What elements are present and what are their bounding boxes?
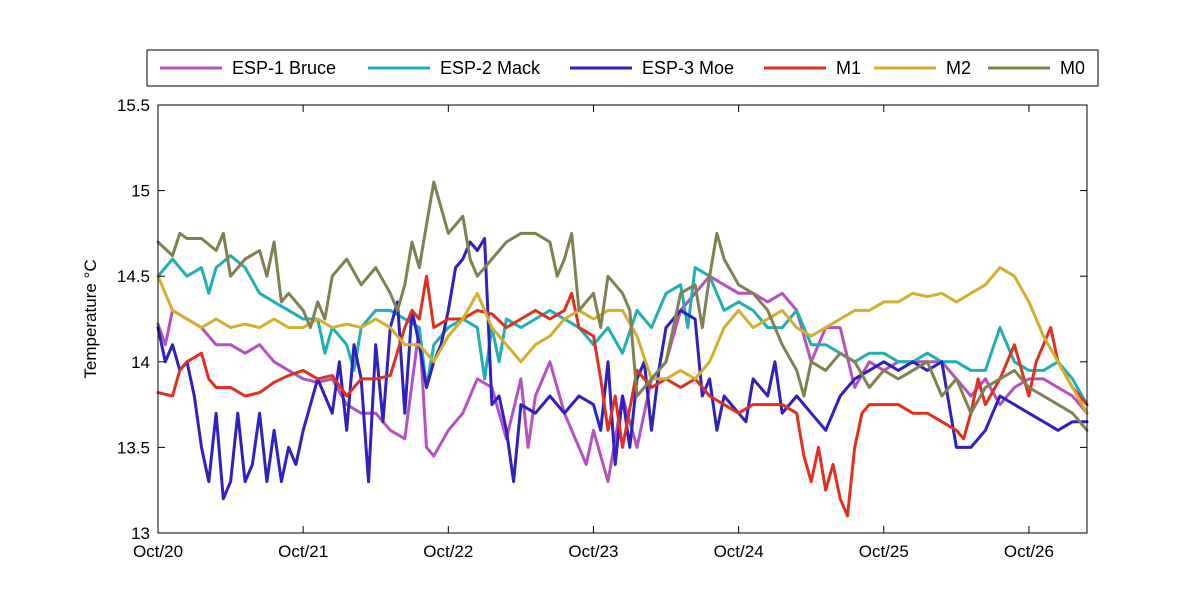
- x-tick-label: Oct/26: [1004, 542, 1054, 561]
- x-tick-label: Oct/24: [714, 542, 764, 561]
- y-axis-label: Temperature °C: [81, 259, 100, 378]
- legend-label: ESP-2 Mack: [440, 58, 541, 78]
- x-tick-label: Oct/21: [278, 542, 328, 561]
- x-tick-label: Oct/23: [568, 542, 618, 561]
- y-tick-label: 14: [131, 353, 150, 372]
- series-line-2: [156, 237, 1089, 501]
- y-tick-label: 15: [131, 182, 150, 201]
- legend-label: ESP-3 Moe: [642, 58, 734, 78]
- y-tick-label: 15.5: [117, 96, 150, 115]
- series-line-3: [156, 274, 1089, 518]
- legend-label: M2: [946, 58, 971, 78]
- x-tick-label: Oct/25: [859, 542, 909, 561]
- x-tick-label: Oct/22: [423, 542, 473, 561]
- y-tick-label: 14.5: [117, 267, 150, 286]
- x-tick-label: Oct/20: [133, 542, 183, 561]
- legend: ESP-1 Bruce ESP-2 Mack ESP-3 Moe M1 M2 M0: [146, 49, 1099, 87]
- legend-label: M0: [1060, 58, 1085, 78]
- plot-area-frame: [157, 104, 1088, 534]
- series-lines: [156, 180, 1089, 518]
- legend-label: ESP-1 Bruce: [232, 58, 336, 78]
- series-line-5: [156, 180, 1089, 432]
- legend-label: M1: [836, 58, 861, 78]
- y-tick-label: 13.5: [117, 438, 150, 457]
- series-line-0: [156, 274, 1089, 484]
- axis-ticks: Oct/20 Oct/21 Oct/22 Oct/23 Oct/24 Oct/25 Oct/…: [117, 96, 1087, 561]
- y-tick-label: 13: [131, 524, 150, 543]
